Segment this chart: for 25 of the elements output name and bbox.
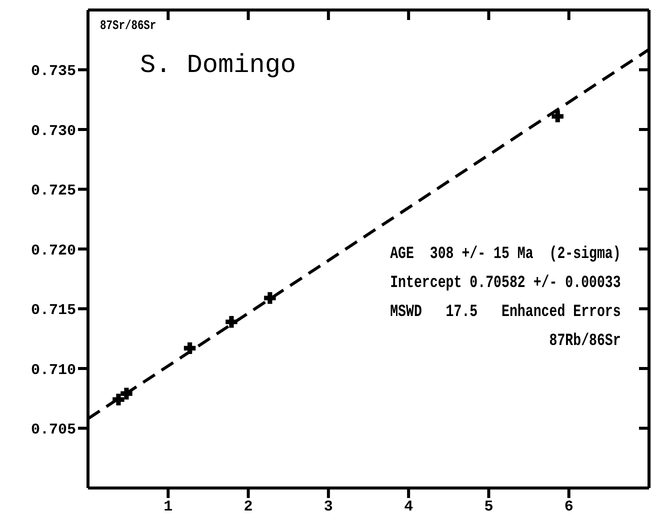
x-tick-label: 3: [324, 498, 333, 516]
x-tick-label: 1: [164, 498, 173, 516]
point: [184, 342, 196, 354]
x-tick-label: 2: [244, 498, 253, 516]
y-tick-label: 0.715: [30, 302, 76, 320]
x-tick-label: 5: [484, 498, 494, 516]
y-tick-label: 0.705: [30, 422, 76, 439]
annotation: Intercept 0.70582 +/- 0.00033: [390, 273, 621, 295]
x-tick-label: 6: [564, 498, 574, 516]
point: [226, 316, 238, 328]
annotation: MSWD 17.5 Enhanced Errors: [390, 302, 621, 324]
y-tick-label: 0.710: [30, 362, 76, 379]
y-tick-label: 0.730: [30, 122, 76, 140]
point: [120, 388, 132, 400]
y-tick-label: 0.735: [30, 63, 76, 80]
point: [552, 110, 564, 122]
y-axis-title: 87Sr/86Sr: [100, 18, 156, 33]
x-axis-title: 87Rb/86Sr: [548, 331, 621, 353]
text: S. Domingo: [140, 50, 296, 80]
x-tick-label: 4: [404, 498, 414, 516]
y-tick-label: 0.725: [30, 182, 76, 200]
y-tick-label: 0.720: [30, 242, 76, 260]
point: [264, 292, 276, 304]
point: [112, 394, 124, 406]
annotation: AGE 308 +/- 15 Ma (2-sigma): [390, 244, 621, 266]
